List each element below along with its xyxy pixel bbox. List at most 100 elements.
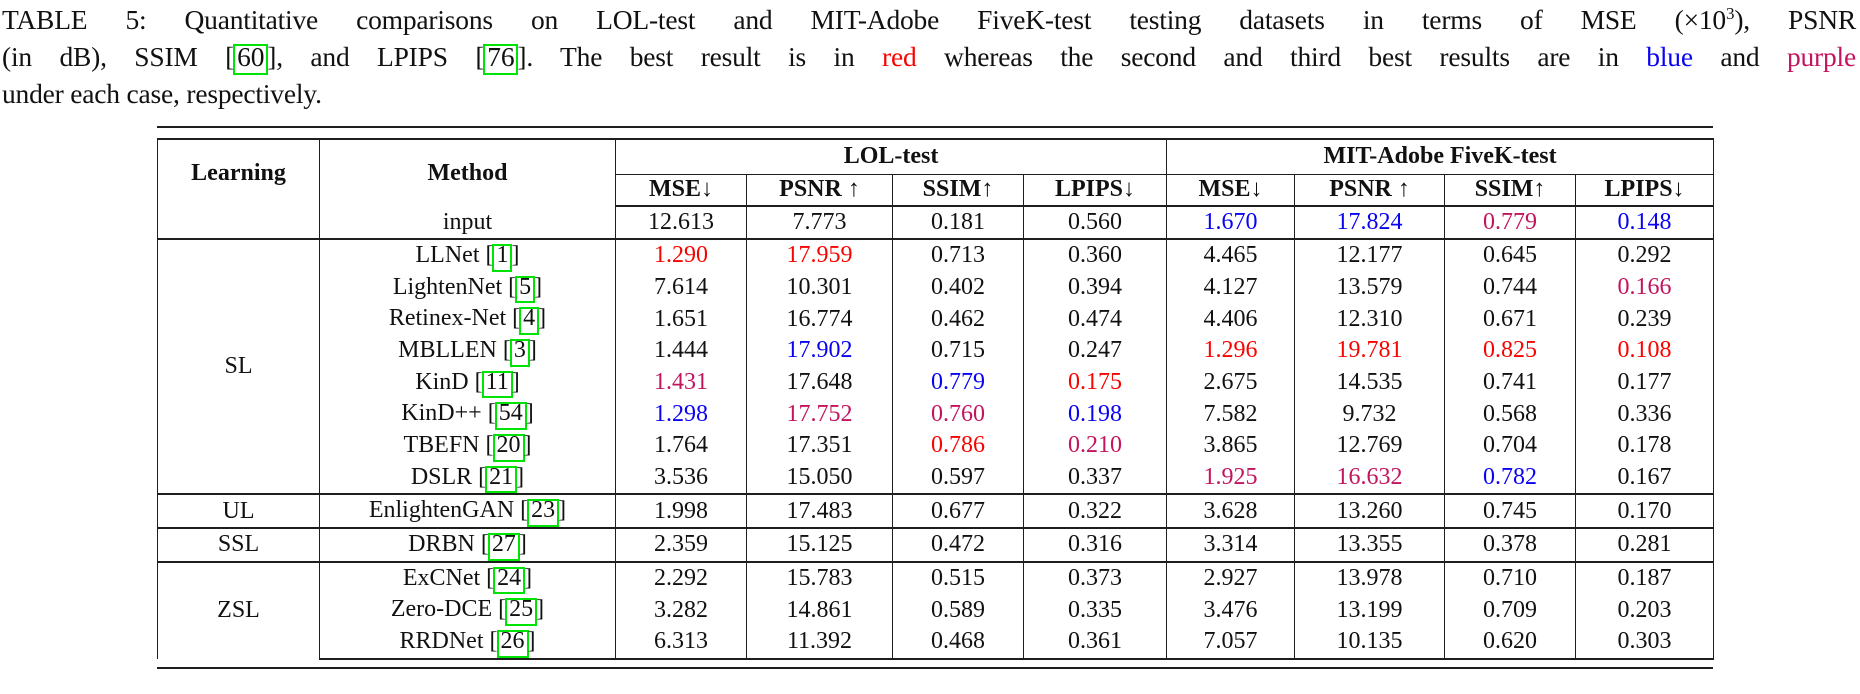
caption-text: TABLE 5: Quantitative comparisons on LOL… [2, 4, 1684, 35]
value-cell: 0.187 [1575, 560, 1715, 595]
value-cell: 3.536 [615, 461, 747, 495]
value-cell: 0.704 [1444, 430, 1577, 462]
table-row: UL EnlightenGAN [23] 1.998 17.483 0.677 0.322… [157, 493, 1715, 529]
value-cell: 12.613 [615, 206, 747, 240]
citation-link[interactable]: 3 [509, 338, 530, 367]
value-cell: 0.715 [892, 335, 1024, 367]
caption-text: ], and LPIPS [ [267, 41, 485, 72]
citation-link[interactable]: 23 [527, 499, 560, 528]
value-cell: 0.336 [1575, 398, 1715, 431]
value-cell: 1.670 [1166, 206, 1296, 240]
value-cell: 1.651 [615, 303, 747, 336]
learning-cell-sl: SL [157, 237, 320, 495]
comparison-table-wrap: Learning Method LOL-test MIT-Adobe FiveK… [157, 126, 1715, 669]
header-metric-mit-psnr: PSNR ↑ [1294, 174, 1446, 207]
value-cell: 13.355 [1294, 527, 1446, 562]
value-cell: 0.620 [1444, 626, 1577, 660]
value-cell: 7.614 [615, 271, 747, 304]
header-metric-lol-lpips: LPIPS↓ [1022, 174, 1168, 207]
value-cell: 4.406 [1166, 303, 1296, 336]
value-cell: 0.786 [892, 430, 1024, 462]
value-cell: 0.560 [1022, 206, 1168, 240]
citation-link[interactable]: 26 [496, 629, 529, 657]
value-cell: 12.310 [1294, 303, 1446, 336]
value-cell: 13.579 [1294, 271, 1446, 304]
value-cell: 10.135 [1294, 626, 1446, 660]
method-cell: LightenNet [5] [319, 271, 616, 304]
value-cell: 0.108 [1575, 335, 1715, 367]
comparison-table: Learning Method LOL-test MIT-Adobe FiveK… [157, 138, 1715, 660]
table-row: ZSL ExCNet [24] 2.292 15.783 0.515 0.373 2.927… [157, 560, 1715, 659]
value-cell: 0.360 [1022, 238, 1168, 272]
value-cell: 1.296 [1166, 335, 1296, 367]
value-cell: 3.476 [1166, 594, 1296, 627]
value-cell: 7.773 [746, 206, 893, 240]
value-cell: 15.050 [746, 461, 893, 495]
caption-colorword-red: red [882, 41, 917, 72]
caption-text: under each case, respectively. [2, 78, 322, 109]
value-cell: 1.998 [615, 493, 747, 529]
citation-link[interactable]: 24 [493, 566, 526, 595]
citation-link[interactable]: 54 [494, 402, 527, 431]
learning-cell-ssl: SSL [157, 527, 320, 562]
value-cell: 0.597 [892, 461, 1024, 495]
method-cell: MBLLEN [3] [319, 335, 616, 367]
value-cell: 0.170 [1575, 493, 1715, 529]
table-row: Zero-DCE [25] 3.282 14.861 0.589 0.335 3.476 1… [158, 594, 1715, 627]
header-learning: Learning [157, 138, 320, 206]
value-cell: 0.210 [1022, 430, 1168, 462]
header-metric-mit-ssim: SSIM↑ [1444, 174, 1577, 207]
learning-cell-zsl: ZSL [157, 560, 320, 659]
value-cell: 2.927 [1166, 560, 1296, 595]
citation-link[interactable]: 76 [483, 43, 519, 75]
table-row: DSLR [21] 3.536 15.050 0.597 0.337 1.925 16.63… [158, 461, 1715, 495]
method-cell: Retinex-Net [4] [319, 303, 616, 336]
table-row-input: input 12.613 7.773 0.181 0.560 1.670 17.824 0.7… [157, 206, 1715, 240]
value-cell: 3.282 [615, 594, 747, 627]
caption-text: whereas the second and third best result… [916, 41, 1647, 72]
value-cell: 0.166 [1575, 271, 1715, 304]
value-cell: 13.199 [1294, 594, 1446, 627]
value-cell: 0.710 [1444, 560, 1577, 595]
value-cell: 3.628 [1166, 493, 1296, 529]
value-cell: 17.752 [746, 398, 893, 431]
caption-text: 3 [1725, 3, 1735, 23]
citation-link[interactable]: 27 [487, 532, 520, 561]
value-cell: 16.632 [1294, 461, 1446, 495]
citation-link[interactable]: 1 [492, 243, 513, 272]
value-cell: 0.472 [892, 527, 1024, 562]
citation-link[interactable]: 20 [492, 433, 525, 462]
value-cell: 0.175 [1022, 366, 1168, 399]
value-cell: 0.589 [892, 594, 1024, 627]
citation-link[interactable]: 4 [519, 306, 540, 336]
citation-link[interactable]: 25 [505, 598, 538, 627]
value-cell: 17.351 [746, 430, 893, 462]
citation-link[interactable]: 60 [233, 43, 269, 75]
table-row: LightenNet [5] 7.614 10.301 0.402 0.394 4.127… [158, 271, 1715, 304]
method-cell: Zero-DCE [25] [319, 594, 616, 627]
value-cell: 0.709 [1444, 594, 1577, 627]
header-section-lol-test: LOL-test [614, 138, 1168, 175]
value-cell: 0.462 [892, 303, 1024, 336]
value-cell: 2.675 [1166, 366, 1296, 399]
value-cell: 11.392 [746, 626, 893, 660]
citation-link[interactable]: 21 [485, 465, 518, 494]
caption-colorword-purple: purple [1786, 41, 1857, 72]
method-cell: LLNet [1] [319, 238, 616, 272]
caption-colorword-blue: blue [1646, 41, 1693, 72]
table-row: KinD [11] 1.431 17.648 0.779 0.175 2.675 14.53… [158, 366, 1715, 399]
method-cell: KinD [11] [319, 366, 616, 399]
header-metric-mit-mse: MSE↓ [1166, 174, 1296, 207]
citation-link[interactable]: 5 [515, 275, 536, 304]
method-cell: input [319, 206, 616, 240]
value-cell: 0.335 [1022, 594, 1168, 627]
citation-link[interactable]: 11 [481, 370, 513, 399]
value-cell: 4.127 [1166, 271, 1296, 304]
caption-line: TABLE 5: Quantitative comparisons on LOL… [2, 1, 1856, 38]
value-cell: 2.292 [615, 560, 747, 595]
table-caption: TABLE 5: Quantitative comparisons on LOL… [0, 0, 1858, 112]
method-cell: TBEFN [20] [319, 430, 616, 462]
value-cell: 15.125 [746, 527, 893, 562]
header-metric-lol-ssim: SSIM↑ [892, 174, 1024, 207]
header-metric-mit-lpips: LPIPS↓ [1575, 174, 1715, 207]
